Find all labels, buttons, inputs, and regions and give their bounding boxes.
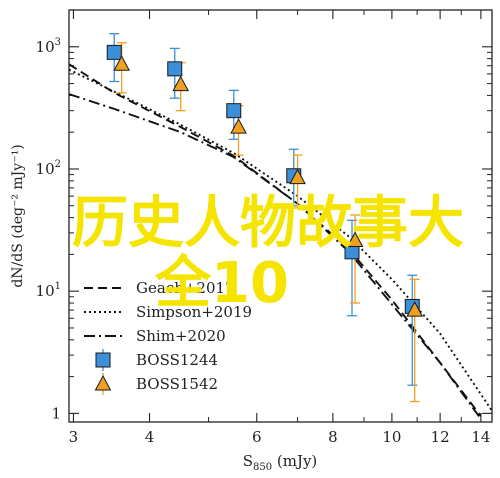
y-axis-label: dN/dS (deg⁻² mJy⁻¹)	[10, 144, 26, 287]
data-markers	[106, 44, 424, 317]
y-tick-label: 103	[36, 37, 61, 56]
y-tick-label: 101	[36, 281, 61, 300]
tick-labels: 3 4 6 8 10 12 14 1 101 102 103	[36, 37, 491, 446]
boss1542-point	[113, 55, 131, 71]
watermark-overlay: 历史人物故事大 全10	[72, 191, 464, 316]
plot-frame	[68, 9, 493, 423]
x-tick-label: 4	[145, 428, 155, 446]
boss1542-point	[346, 231, 364, 247]
boss1244-point	[106, 44, 122, 60]
x-tick-label: 6	[252, 428, 262, 446]
x-tick-label: 12	[431, 428, 450, 446]
boss1244-point	[167, 61, 183, 77]
legend-label: Simpson+2019	[136, 303, 252, 321]
x-axis-label: S850 (mJy)	[243, 452, 318, 473]
axis-ticks	[69, 10, 492, 422]
legend-marker	[95, 352, 111, 368]
legend: Geach+2017 Simpson+2019 Shim+2020 BOSS1244 B…	[84, 279, 252, 395]
boss1542-point	[289, 168, 306, 185]
y-tick-label: 102	[36, 159, 61, 178]
boss1244-point	[226, 103, 242, 119]
legend-label: Shim+2020	[136, 327, 226, 345]
overlay-line-1: 历史人物故事大	[72, 191, 464, 256]
x-tick-label: 3	[69, 428, 79, 446]
legend-label: Geach+2017	[136, 279, 235, 297]
x-tick-label: 10	[382, 428, 401, 446]
legend-marker	[94, 374, 112, 391]
boss1542-point	[172, 75, 190, 92]
overlay-line-2: 全10	[154, 251, 289, 316]
x-tick-label: 8	[328, 428, 338, 446]
x-tick-label: 14	[471, 428, 490, 446]
boss1542-point	[230, 118, 247, 134]
legend-label: BOSS1542	[136, 375, 218, 393]
boss1542-point	[406, 301, 424, 317]
y-tick-label: 1	[51, 404, 61, 422]
legend-label: BOSS1244	[136, 351, 218, 369]
